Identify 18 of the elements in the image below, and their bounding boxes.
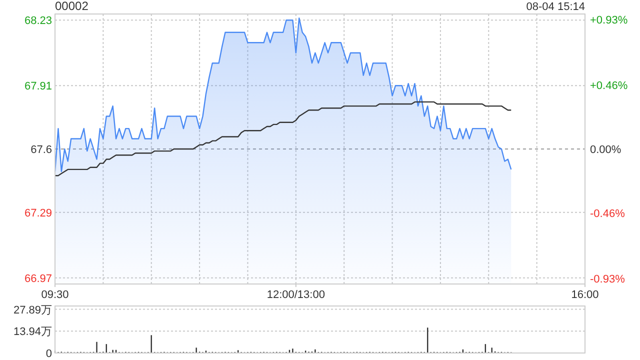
- y-tick-label: 67.91: [24, 80, 52, 93]
- chart-title: 00002: [55, 0, 89, 13]
- y-tick-label: 27.89万: [13, 304, 52, 316]
- y-tick-label: 0: [46, 348, 52, 360]
- y2-tick-label: 0.00%: [590, 144, 622, 156]
- x-tick-label: 12:00/13:00: [266, 289, 325, 301]
- y-tick-label: 67.6: [30, 144, 52, 156]
- y-tick-label: 13.94万: [13, 326, 52, 338]
- text: 08-04 15:14: [526, 1, 585, 13]
- y2-tick-label: +0.93%: [590, 14, 628, 27]
- y2-tick-label: -0.46%: [590, 208, 626, 220]
- y-tick-label: 66.97: [24, 272, 52, 285]
- x-tick-label: 09:30: [41, 289, 69, 301]
- y-tick-label: 67.29: [24, 207, 52, 220]
- y-tick-label: 68.23: [24, 15, 52, 28]
- y2-tick-label: +0.46%: [590, 80, 628, 92]
- x-tick-label: 16:00: [571, 289, 599, 301]
- y2-tick-label: -0.93%: [590, 273, 626, 286]
